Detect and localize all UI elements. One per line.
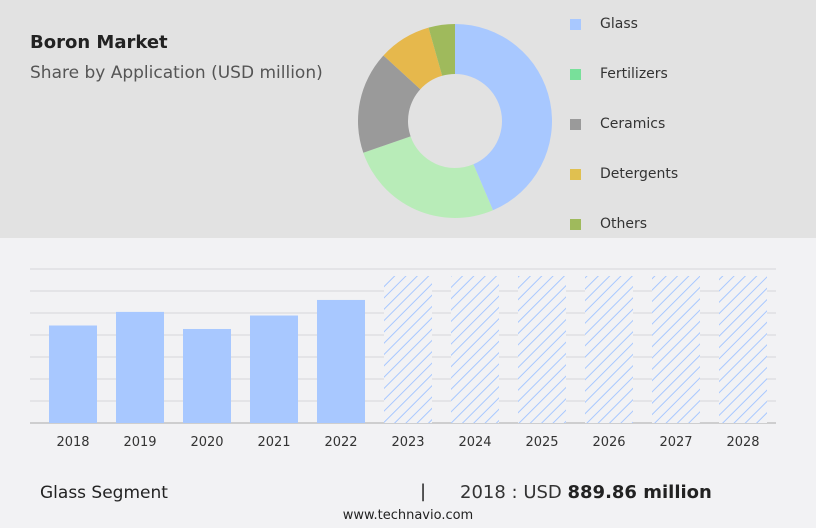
year-label: 2018 : USD [460, 482, 568, 503]
donut-slice-ceramics [358, 55, 421, 153]
chart-title: Boron Market [30, 32, 168, 53]
legend-swatch [570, 168, 581, 180]
segment-label: Glass Segment [40, 483, 168, 503]
bar-2022 [317, 299, 365, 423]
forecast-bar-2027 [652, 276, 700, 423]
legend-label: Fertilizers [600, 66, 668, 82]
x-tick-label: 2025 [525, 435, 558, 450]
x-tick-label: 2019 [123, 435, 156, 450]
forecast-bar-2023 [384, 276, 432, 423]
bar-2020 [183, 328, 231, 423]
donut-chart [358, 24, 552, 218]
separator: | [420, 481, 427, 502]
bar-2019 [116, 311, 164, 423]
forecast-bar-2026 [585, 276, 633, 423]
legend-swatch [570, 118, 581, 130]
legend-item-ceramics: Ceramics [570, 116, 665, 132]
x-tick-label: 2022 [324, 435, 357, 450]
bar-2018 [49, 325, 97, 423]
x-tick-label: 2027 [659, 435, 692, 450]
legend-item-detergents: Detergents [570, 166, 678, 182]
legend-label: Ceramics [600, 116, 666, 132]
x-tick-label: 2026 [592, 435, 625, 450]
legend-swatch [570, 218, 581, 230]
legend-item-others: Others [570, 216, 647, 232]
x-tick-label: 2028 [726, 435, 759, 450]
bar-chart: 2018 2019 2020 2021 2022 2023 2024 2025 2026 2027… [30, 268, 776, 450]
donut-slice-others [428, 24, 455, 76]
legend-swatch [570, 18, 581, 30]
segment-value: 2018 : USD 889.86 million [460, 482, 712, 503]
x-tick-label: 2021 [257, 435, 290, 450]
forecast-bar-2028 [719, 276, 767, 423]
website-link[interactable]: www.technavio.com [342, 508, 474, 523]
forecast-bar-2025 [518, 276, 566, 423]
x-tick-label: 2018 [56, 435, 89, 450]
legend-item-fertilizers: Fertilizers [570, 66, 668, 82]
donut-slice-glass [455, 24, 552, 211]
chart-subtitle: Share by Application (USD million) [30, 63, 323, 83]
legend-label: Others [600, 216, 648, 232]
value-amount: 889.86 million [567, 482, 712, 503]
bar-2021 [250, 315, 298, 423]
x-tick-label: 2024 [458, 435, 491, 450]
x-tick-label: 2023 [391, 435, 424, 450]
forecast-bar-2024 [451, 276, 499, 423]
x-tick-label: 2020 [190, 435, 223, 450]
donut-slice-fertilizers [363, 136, 493, 218]
legend-label: Glass [600, 16, 638, 32]
donut-slice-detergents [383, 27, 443, 90]
legend-item-glass: Glass [570, 16, 638, 32]
legend-label: Detergents [600, 166, 679, 182]
legend-swatch [570, 68, 581, 80]
